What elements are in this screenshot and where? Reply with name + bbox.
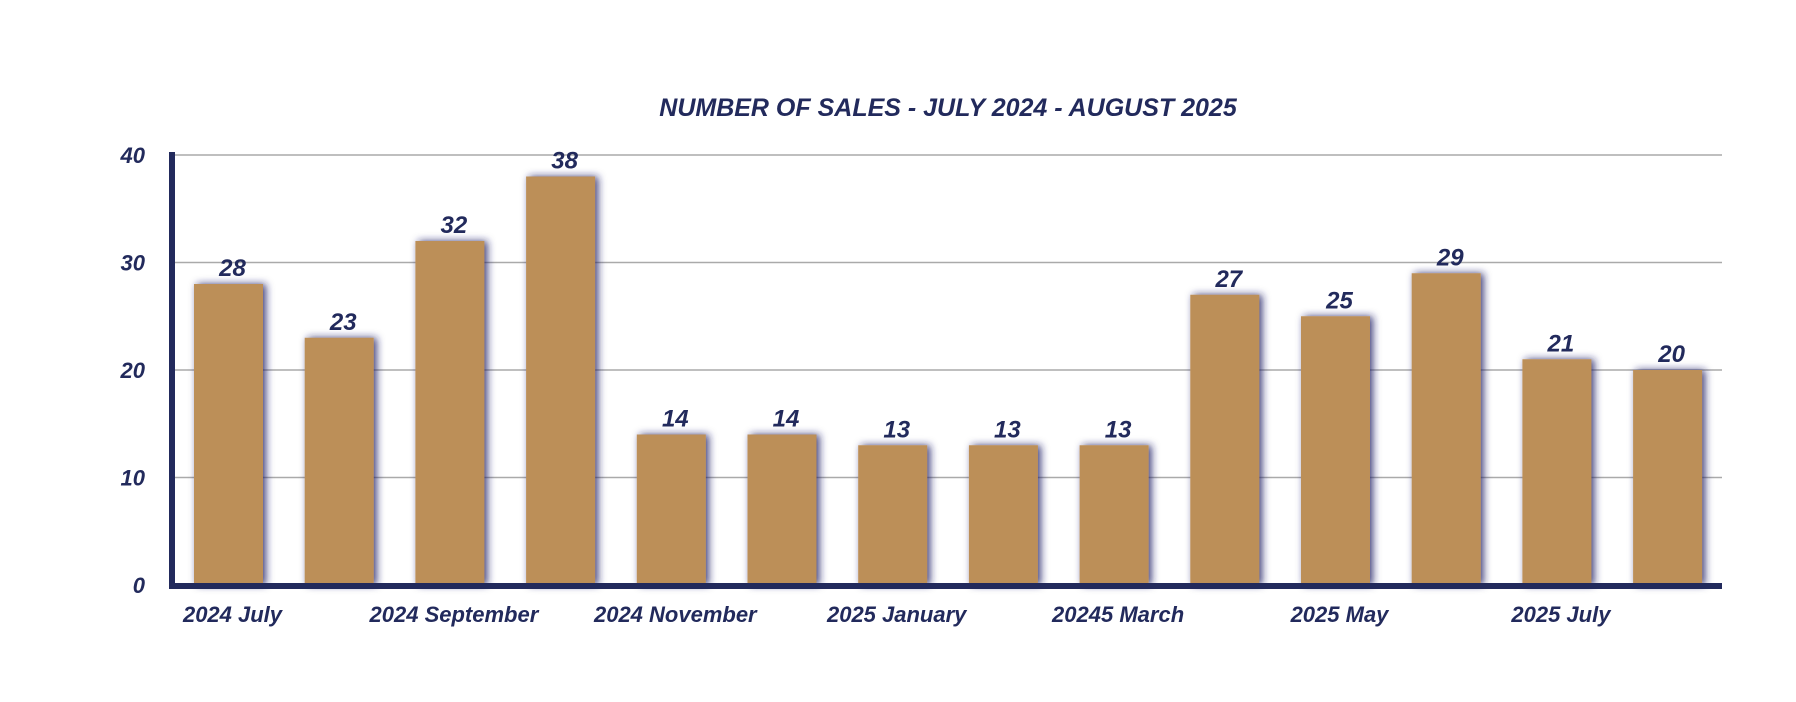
bar [1301, 316, 1370, 585]
y-tick-label: 30 [121, 251, 146, 276]
gridlines [172, 154, 1722, 479]
x-tick-label: 2024 September [369, 602, 540, 627]
axes [169, 152, 1722, 589]
bar [747, 434, 817, 585]
bar-value-label: 23 [329, 309, 357, 336]
bar [1633, 370, 1703, 585]
bar-value-label: 28 [218, 255, 246, 282]
bars [194, 176, 1703, 585]
y-tick-label: 10 [121, 466, 146, 491]
bar [1079, 445, 1149, 585]
bar-value-label: 14 [662, 406, 689, 433]
bar [636, 434, 706, 585]
bar-value-label: 21 [1547, 330, 1575, 357]
bar [1411, 273, 1481, 585]
x-tick-label: 2024 July [182, 602, 284, 627]
bar [1190, 294, 1260, 585]
bar [415, 241, 485, 585]
bar-value-label: 13 [883, 416, 910, 443]
bar-value-label: 13 [1105, 416, 1132, 443]
bar-value-label: 25 [1325, 287, 1353, 314]
bar-value-label: 14 [773, 406, 800, 433]
x-tick-label: 2024 November [593, 602, 758, 627]
x-tick-label: 2025 January [826, 602, 968, 627]
bar-value-label: 13 [994, 416, 1021, 443]
bar [968, 445, 1038, 585]
x-tick-label: 2025 May [1290, 602, 1391, 627]
bar [526, 176, 596, 585]
y-tick-label: 20 [120, 358, 146, 383]
bar-value-label: 27 [1214, 266, 1243, 293]
bar [1522, 359, 1592, 585]
bar-value-label: 29 [1436, 244, 1464, 271]
y-tick-label: 0 [133, 573, 146, 598]
bar-value-label: 20 [1657, 341, 1685, 368]
bar-value-label: 38 [551, 148, 578, 175]
y-tick-label: 40 [120, 143, 146, 168]
chart-title: NUMBER OF SALES - JULY 2024 - AUGUST 202… [659, 94, 1238, 122]
bar [858, 445, 928, 585]
x-tick-label: 2025 July [1510, 602, 1612, 627]
bar [304, 337, 374, 585]
bar-value-label: 32 [441, 212, 468, 239]
labels: 0 10 20 30 40 28 23 32 38 14 14 13 13 13 27 25 29 21 20 202… [120, 143, 1686, 627]
bar [194, 284, 263, 585]
x-tick-label: 20245 March [1051, 602, 1184, 627]
